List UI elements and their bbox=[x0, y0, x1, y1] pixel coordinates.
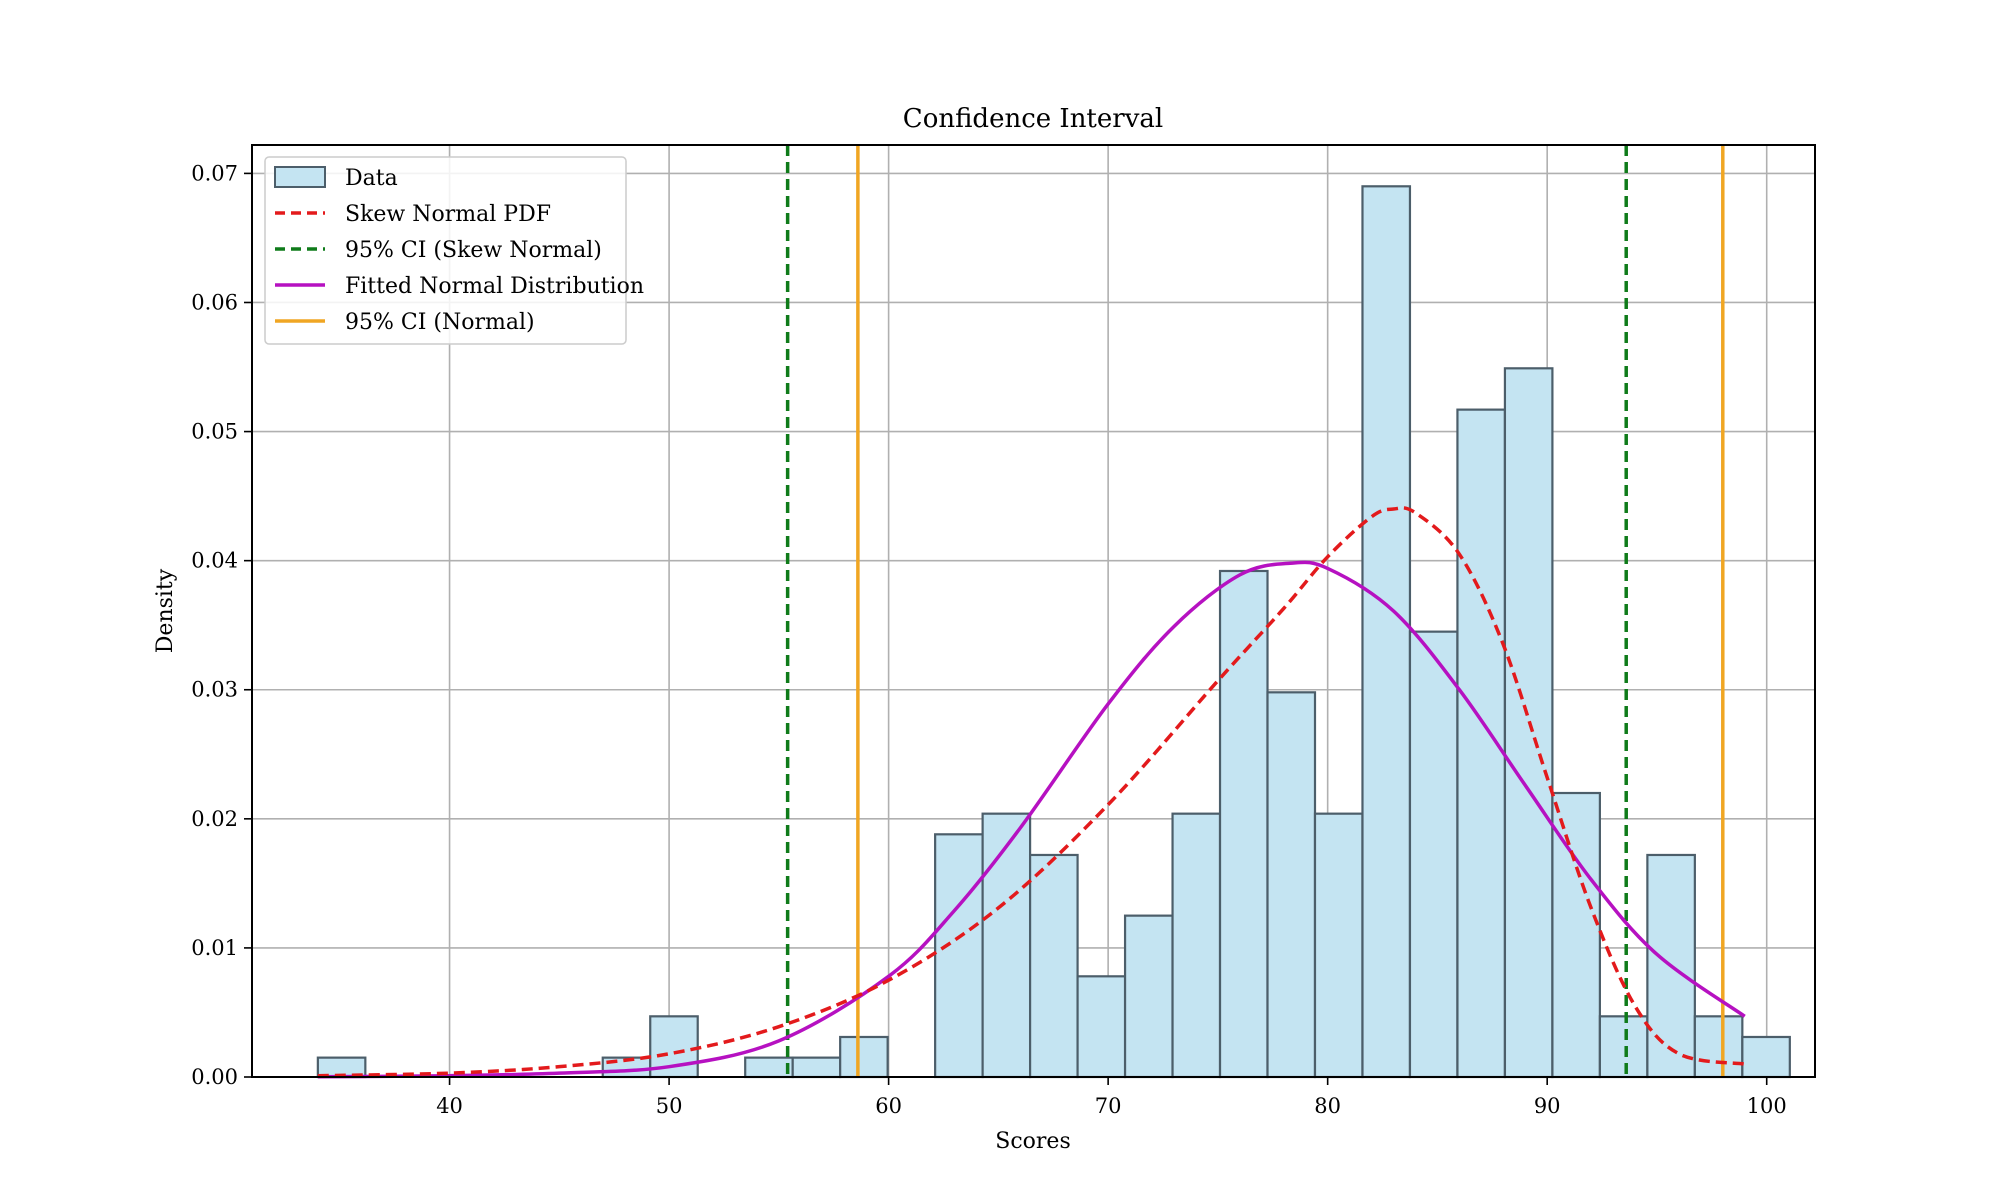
histogram-bar bbox=[981, 812, 1032, 1079]
x-tick-label: 70 bbox=[1095, 1094, 1122, 1118]
histogram-bar bbox=[1313, 812, 1364, 1079]
legend-label-normal: Fitted Normal Distribution bbox=[345, 274, 644, 299]
histogram-bar bbox=[1028, 853, 1079, 1079]
histogram-bar bbox=[1408, 630, 1459, 1079]
histogram-bar bbox=[1218, 569, 1269, 1079]
y-axis-ticks: 0.00 0.01 0.02 0.03 0.04 0.05 0.06 0.07 bbox=[191, 161, 252, 1089]
x-axis-label: Scores bbox=[995, 1129, 1070, 1154]
histogram-bar bbox=[1598, 1015, 1649, 1079]
histogram-bar bbox=[1693, 1015, 1744, 1079]
histogram-bar bbox=[744, 1056, 794, 1079]
histogram-bar bbox=[1361, 185, 1412, 1079]
x-tick-label: 40 bbox=[436, 1094, 463, 1118]
x-tick-label: 50 bbox=[656, 1094, 683, 1118]
chart-title: Confidence Interval bbox=[903, 104, 1163, 134]
y-tick-label: 0.06 bbox=[191, 290, 238, 314]
legend: Data Skew Normal PDF 95% CI (Skew Normal… bbox=[264, 156, 644, 345]
histogram-bar bbox=[1171, 812, 1222, 1079]
legend-box bbox=[264, 156, 627, 345]
y-tick-label: 0.07 bbox=[191, 161, 238, 185]
legend-label-skew-normal: Skew Normal PDF bbox=[345, 202, 551, 227]
histogram-bar bbox=[839, 1035, 889, 1079]
y-axis-label: Density bbox=[153, 568, 178, 653]
histogram-bar bbox=[1741, 1035, 1791, 1079]
skew-normal-pdf-line bbox=[317, 506, 1746, 1078]
legend-swatch-data bbox=[274, 166, 326, 188]
histogram-bar bbox=[1266, 691, 1317, 1079]
y-tick-label: 0.00 bbox=[191, 1065, 238, 1089]
normal-fit-line bbox=[317, 560, 1746, 1079]
x-tick-label: 100 bbox=[1747, 1094, 1787, 1118]
x-axis-ticks: 40 50 60 70 80 90 100 bbox=[436, 1077, 1787, 1118]
legend-label-data: Data bbox=[345, 166, 398, 191]
y-tick-label: 0.04 bbox=[191, 549, 238, 573]
x-tick-label: 80 bbox=[1314, 1094, 1341, 1118]
series-lines bbox=[317, 145, 1746, 1079]
plot-frame bbox=[251, 144, 1816, 1078]
x-tick-label: 60 bbox=[875, 1094, 902, 1118]
legend-label-ci-normal: 95% CI (Normal) bbox=[345, 310, 535, 335]
histogram-bar bbox=[934, 833, 984, 1079]
x-tick-label: 90 bbox=[1534, 1094, 1561, 1118]
histogram-bar bbox=[1076, 975, 1127, 1079]
histogram-bar bbox=[1123, 914, 1174, 1079]
y-tick-label: 0.05 bbox=[191, 420, 238, 444]
legend-label-ci-skew: 95% CI (Skew Normal) bbox=[345, 238, 602, 263]
y-tick-label: 0.01 bbox=[191, 936, 238, 960]
y-tick-label: 0.02 bbox=[191, 807, 238, 831]
histogram-bar bbox=[791, 1056, 842, 1079]
y-tick-label: 0.03 bbox=[191, 678, 238, 702]
